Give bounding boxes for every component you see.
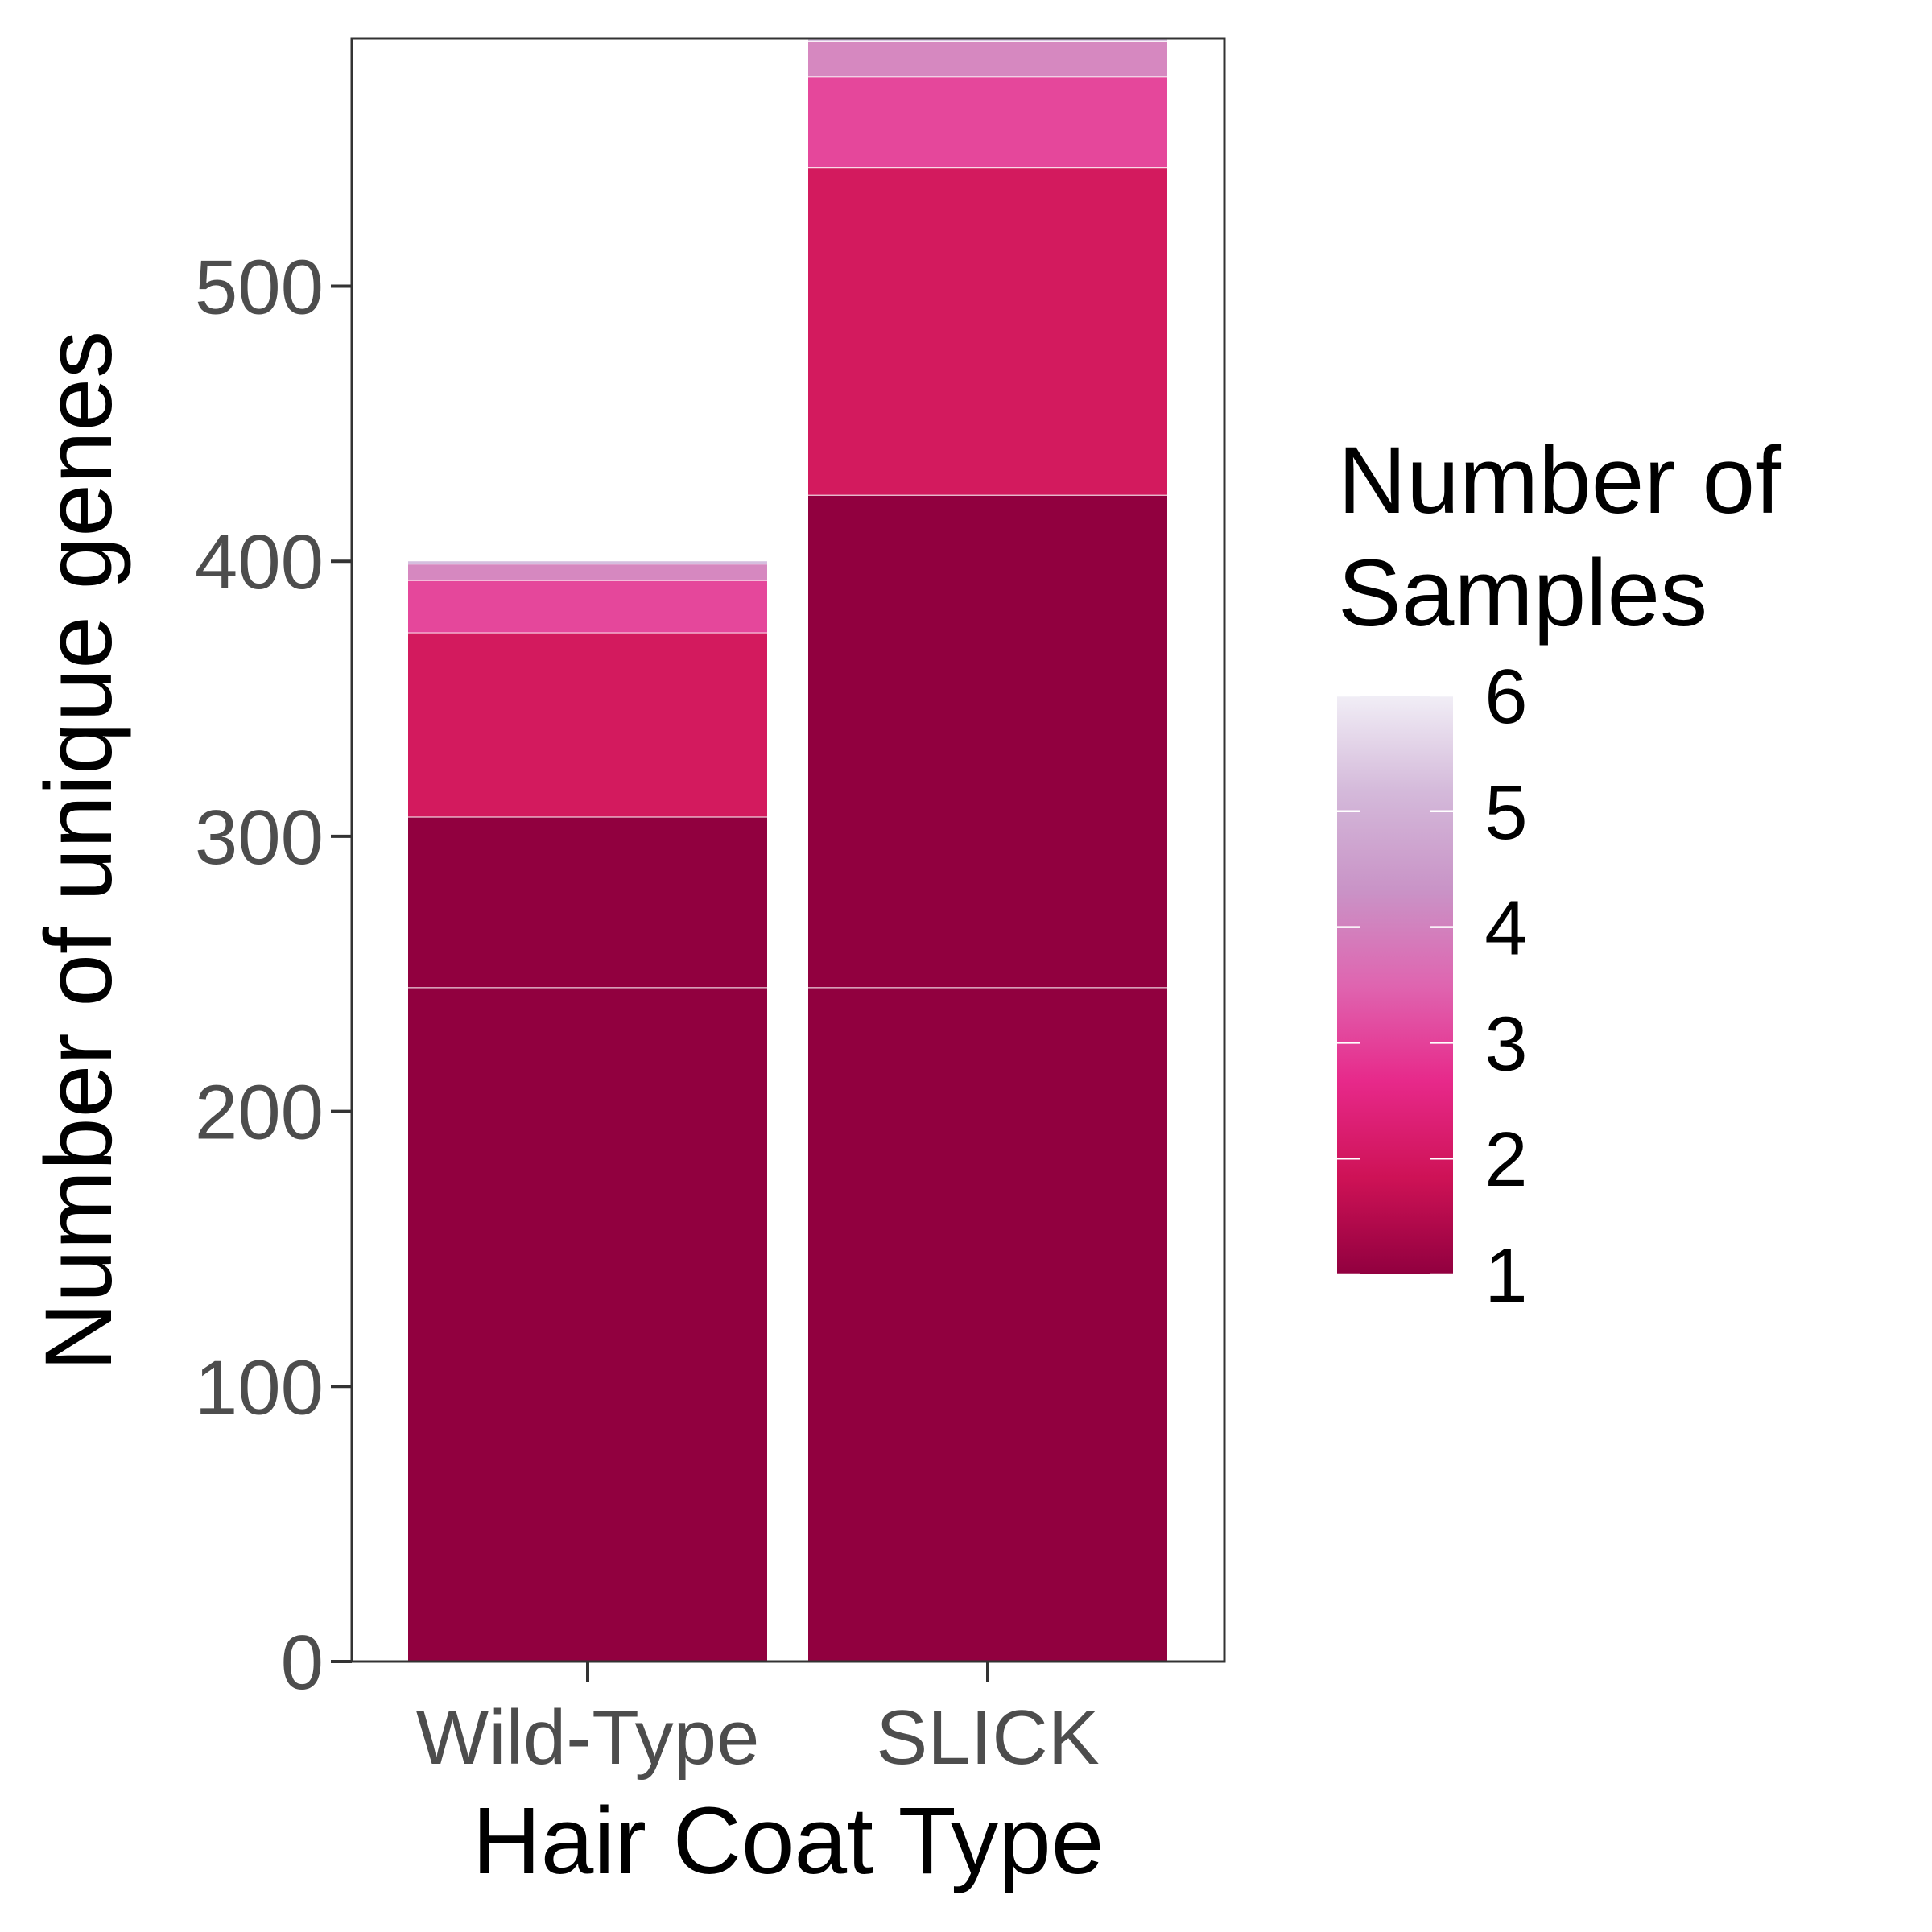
bar-segment (808, 987, 1167, 1662)
legend-title-line-1: Number of (1338, 427, 1781, 534)
bar-segment (408, 564, 767, 581)
plot-border (350, 37, 1226, 1663)
bar-segment (808, 76, 1167, 168)
x-tick-label: Wild-Type (416, 1695, 760, 1781)
bar-segment (808, 41, 1167, 77)
colorbar-ticks: 1 2 3 4 5 6 (1337, 654, 1528, 1319)
colorbar (1337, 696, 1453, 1274)
x-axis-title: Hair Coat Type (473, 1788, 1104, 1894)
colorbar-tick-label: 1 (1484, 1232, 1527, 1319)
colorbar-tick-label: 2 (1484, 1117, 1527, 1203)
y-axis-title: Number of unique genes (26, 331, 132, 1371)
bar-stack-slick (808, 39, 1167, 1662)
x-tick-label: SLICK (876, 1695, 1099, 1781)
bar-segment (808, 167, 1167, 496)
y-tick-label: 200 (195, 1070, 324, 1156)
bar-segment (408, 816, 767, 988)
bar-segment (408, 987, 767, 1662)
colorbar-tick-label: 4 (1484, 886, 1527, 972)
bars (408, 39, 1167, 1662)
y-tick-label: 100 (195, 1344, 324, 1430)
colorbar-tick-label: 3 (1484, 1001, 1527, 1087)
bar-segment (808, 39, 1167, 42)
y-tick-label: 300 (195, 795, 324, 881)
bar-segment (808, 495, 1167, 988)
bar-segment (408, 561, 767, 564)
colorbar-tick-label: 5 (1484, 770, 1527, 856)
y-tick-label: 400 (195, 519, 324, 605)
y-tick-label: 0 (281, 1620, 324, 1706)
bar-segment (408, 633, 767, 817)
bar-stack-wild-type (408, 561, 767, 1662)
legend-title-line-2: Samples (1338, 540, 1707, 646)
bar-segment (408, 580, 767, 634)
x-axis: Wild-Type SLICK (416, 1662, 1100, 1781)
y-axis: 0 100 200 300 400 500 (195, 245, 352, 1706)
colorbar-tick-label: 6 (1484, 654, 1527, 740)
y-tick-label: 500 (195, 245, 324, 331)
legend: Number of Samples 1 2 3 4 5 6 (1337, 427, 1781, 1319)
